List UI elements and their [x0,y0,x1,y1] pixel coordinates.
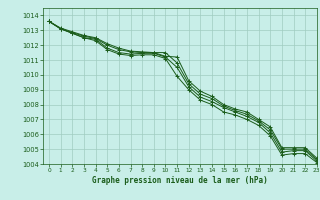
X-axis label: Graphe pression niveau de la mer (hPa): Graphe pression niveau de la mer (hPa) [92,176,268,185]
